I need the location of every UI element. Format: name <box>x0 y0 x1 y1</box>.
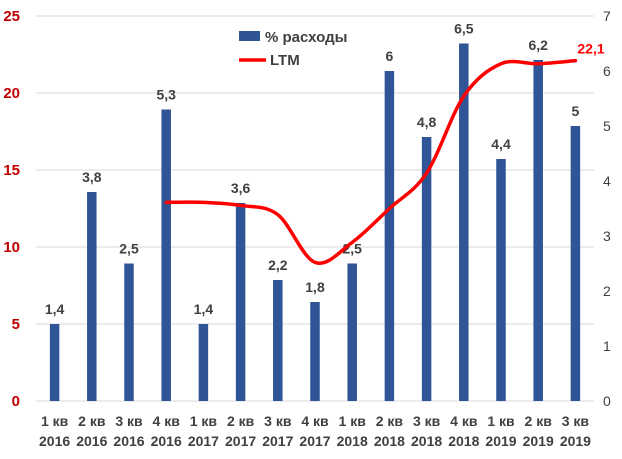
bar <box>347 263 357 401</box>
x-tick-label-quarter: 4 кв <box>153 413 181 429</box>
bar <box>496 159 506 401</box>
x-tick-label-quarter: 2 кв <box>376 413 404 429</box>
x-tick-label-quarter: 1 кв <box>339 413 367 429</box>
x-tick-label-year: 2018 <box>411 433 442 449</box>
x-tick-label-quarter: 4 кв <box>450 413 478 429</box>
y-right-tick-label: 0 <box>603 393 611 409</box>
y-left-tick-label: 0 <box>12 393 20 410</box>
ltm-end-label: 22,1 <box>577 41 604 57</box>
legend-swatch-bars <box>239 31 260 41</box>
x-tick-label-quarter: 3 кв <box>115 413 143 429</box>
y-left-tick-label: 10 <box>3 239 20 256</box>
x-tick-label-year: 2019 <box>523 433 554 449</box>
x-tick-label-year: 2016 <box>39 433 70 449</box>
x-tick-label-quarter: 1 кв <box>41 413 69 429</box>
x-tick-label-quarter: 1 кв <box>487 413 515 429</box>
x-tick-label-year: 2016 <box>113 433 144 449</box>
ltm-line <box>164 58 578 265</box>
x-tick-label-quarter: 2 кв <box>227 413 255 429</box>
x-tick-label-year: 2016 <box>76 433 107 449</box>
x-tick-label-quarter: 2 кв <box>78 413 106 429</box>
x-tick-label-quarter: 3 кв <box>264 413 292 429</box>
bar <box>459 43 469 401</box>
bar <box>310 302 320 401</box>
bar <box>421 137 432 401</box>
x-tick-label-year: 2017 <box>262 433 293 449</box>
y-right-tick-label: 1 <box>603 338 611 354</box>
y-right-tick-label: 7 <box>603 8 611 24</box>
y-right-tick-label: 2 <box>603 283 611 299</box>
x-tick-label-year: 2019 <box>485 433 516 449</box>
x-tick-label-year: 2018 <box>448 433 479 449</box>
y-right-tick-label: 5 <box>603 118 611 134</box>
y-left-tick-label: 15 <box>3 162 20 179</box>
bar <box>124 263 134 401</box>
x-tick-label-year: 2017 <box>299 433 330 449</box>
bar-data-label: 6,5 <box>454 21 474 37</box>
x-tick-label-year: 2018 <box>374 433 405 449</box>
bar <box>384 71 395 401</box>
bar <box>273 280 283 401</box>
y-right-tick-label: 6 <box>603 63 611 79</box>
bar-data-label: 5 <box>572 103 580 119</box>
bar <box>533 60 543 401</box>
x-tick-label-quarter: 1 кв <box>190 413 218 429</box>
bar-data-label: 4,4 <box>491 136 511 152</box>
x-tick-label-year: 2017 <box>188 433 219 449</box>
x-tick-label-quarter: 4 кв <box>301 413 329 429</box>
bar-data-label: 3,6 <box>231 180 251 196</box>
legend-label-bars: % расходы <box>265 29 347 46</box>
bar <box>198 324 209 401</box>
bar-data-label: 6 <box>386 48 394 64</box>
bar-data-label: 1,4 <box>194 301 214 317</box>
bar <box>570 126 581 401</box>
bar-data-label: 1,8 <box>305 279 325 295</box>
x-tick-label-quarter: 3 кв <box>562 413 590 429</box>
bar-data-label: 1,4 <box>45 301 65 317</box>
bar-data-label: 3,8 <box>82 169 102 185</box>
x-tick-label-quarter: 2 кв <box>525 413 553 429</box>
bar-data-label: 5,3 <box>156 87 176 103</box>
y-left-tick-label: 5 <box>12 316 20 333</box>
bar <box>161 109 171 401</box>
x-tick-label-year: 2016 <box>151 433 182 449</box>
bar-data-label: 6,2 <box>528 37 548 53</box>
bar-data-label: 4,8 <box>417 114 437 130</box>
x-tick-label-year: 2018 <box>337 433 368 449</box>
y-right-tick-label: 4 <box>603 173 611 189</box>
y-left-tick-label: 25 <box>3 8 20 25</box>
bar <box>235 203 246 401</box>
bar-data-label: 2,2 <box>268 257 288 273</box>
x-tick-label-year: 2019 <box>560 433 591 449</box>
bar <box>49 324 60 401</box>
x-tick-label-quarter: 3 кв <box>413 413 441 429</box>
y-left-tick-label: 20 <box>3 85 20 102</box>
y-right-tick-label: 3 <box>603 228 611 244</box>
legend-label-line: LTM <box>270 52 300 69</box>
bar <box>87 192 97 401</box>
bar-data-label: 2,5 <box>119 241 139 257</box>
x-tick-label-year: 2017 <box>225 433 256 449</box>
